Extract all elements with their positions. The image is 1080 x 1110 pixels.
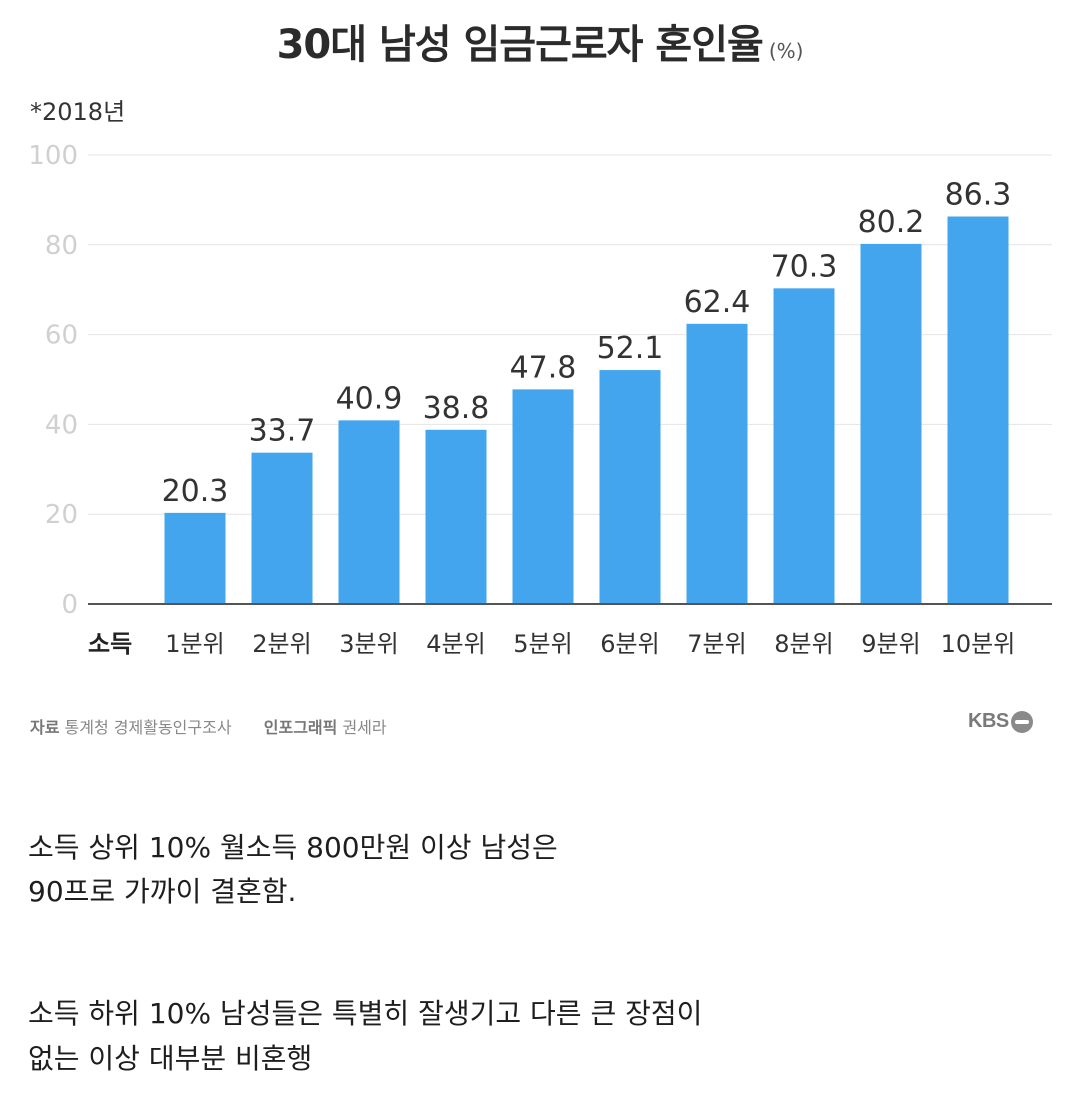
y-tick-label: 20 [45, 500, 78, 530]
bar [512, 389, 574, 604]
source-label: 자료 [30, 718, 60, 737]
bar-chart: 0 20 40 60 80 100 20.3 1분위 33.7 2분위 40.9 3분위 38.8 4분위… [28, 141, 1052, 658]
x-tick-label: 3분위 [339, 630, 398, 658]
y-tick-label: 100 [28, 141, 78, 171]
x-tick-label: 8분위 [774, 630, 833, 658]
y-tick-label: 60 [45, 321, 78, 351]
data-label: 62.4 [684, 285, 751, 320]
chart-title-row: 30대 남성 임금근로자 혼인율 (%) [0, 12, 1080, 70]
x-axis-label: 소득 [88, 630, 132, 658]
bar [338, 420, 400, 604]
logo-text: KBS [968, 710, 1009, 732]
infographic-author: 권세라 [342, 718, 387, 737]
post-line-2: 90프로 가까이 결혼함. [28, 875, 297, 908]
bar [860, 243, 922, 605]
bar [425, 429, 487, 604]
data-label: 47.8 [510, 350, 577, 385]
x-tick-label: 4분위 [426, 630, 485, 658]
post-line-3: 소득 하위 10% 남성들은 특별히 잘생기고 다른 큰 장점이 [28, 997, 703, 1030]
x-tick-label: 6분위 [600, 630, 659, 658]
x-tick-label: 2분위 [252, 630, 311, 658]
data-label: 40.9 [336, 381, 403, 416]
infographic-label: 인포그래픽 [263, 718, 338, 737]
data-label: 33.7 [249, 414, 316, 449]
x-tick-label: 10분위 [941, 630, 1016, 658]
unit-label: (%) [768, 39, 804, 63]
data-label: 20.3 [162, 474, 229, 509]
post-line-4: 없는 이상 대부분 비혼행 [28, 1042, 313, 1075]
logo-mark-icon [1010, 710, 1033, 733]
post-line-1: 소득 상위 10% 월소득 800만원 이상 남성은 [28, 831, 558, 864]
data-label: 38.8 [423, 391, 490, 426]
source-text: 통계청 경제활동인구조사 [64, 718, 232, 737]
y-tick-label: 80 [45, 231, 78, 261]
bar [164, 512, 226, 604]
y-tick-label: 0 [61, 590, 78, 620]
data-label: 86.3 [945, 178, 1012, 213]
chart-title: 30대 남성 임금근로자 혼인율 [276, 22, 764, 68]
bar [947, 216, 1009, 604]
data-label: 52.1 [597, 331, 664, 366]
year-note: *2018년 [30, 98, 126, 126]
x-tick-label: 5분위 [513, 630, 572, 658]
x-tick-label: 9분위 [861, 630, 920, 658]
x-tick-label: 7분위 [687, 630, 746, 658]
data-label: 80.2 [858, 205, 925, 240]
data-label: 70.3 [771, 249, 838, 284]
source-credit: 자료 통계청 경제활동인구조사 인포그래픽 권세라 [30, 714, 387, 738]
bar [599, 370, 661, 604]
bar [686, 323, 748, 604]
y-tick-label: 40 [45, 410, 78, 440]
x-tick-label: 1분위 [165, 630, 224, 658]
bar [251, 452, 313, 604]
kbs-logo: KBS [968, 710, 1033, 733]
bar [773, 288, 835, 604]
